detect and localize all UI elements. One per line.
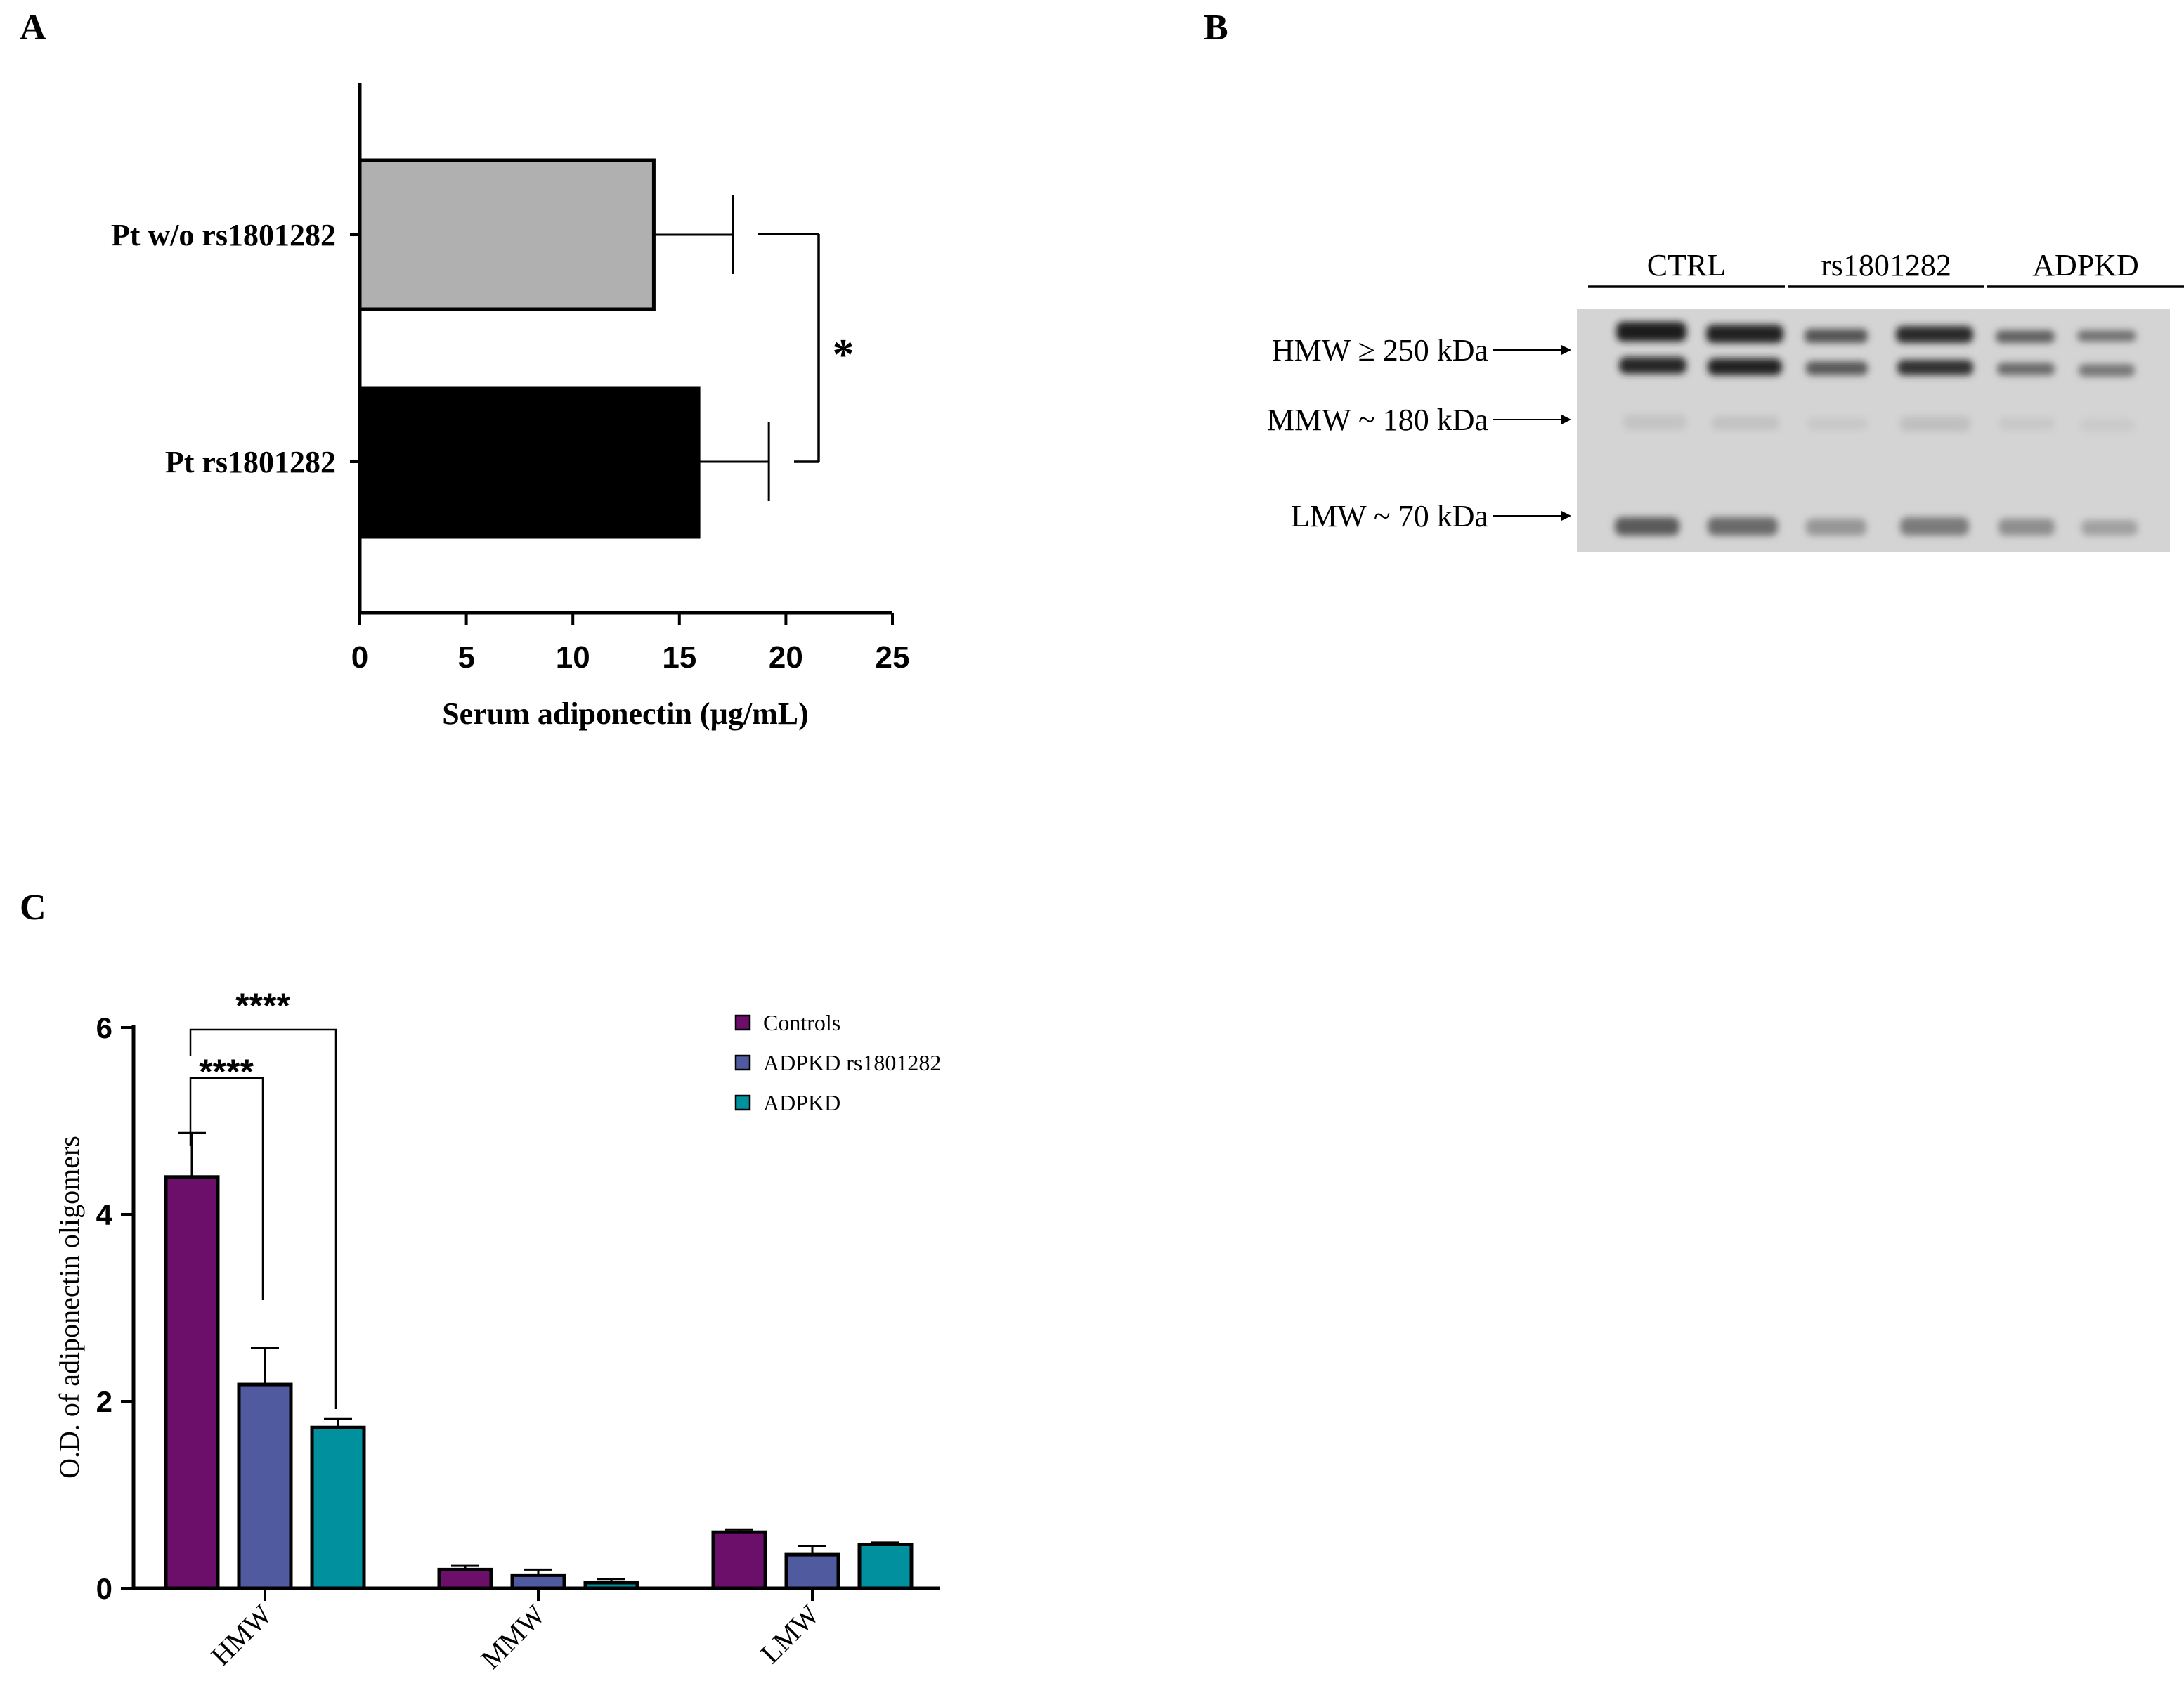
blot-band	[1623, 415, 1686, 430]
c-y-tick-label: 2	[96, 1385, 112, 1418]
blot-band	[1998, 519, 2055, 536]
c-legend-swatch	[734, 1014, 751, 1031]
a-x-tick-label: 10	[556, 640, 590, 675]
blot-bands	[1615, 322, 2138, 536]
blot-band	[2077, 330, 2136, 342]
a-x-tick-label: 25	[876, 640, 910, 675]
a-bar	[358, 158, 656, 311]
a-bar	[358, 386, 701, 539]
blot-band	[1996, 330, 2055, 343]
blot-band	[1805, 329, 1868, 343]
a-category-label: Pt rs1801282	[165, 445, 336, 479]
blot-band	[1616, 322, 1686, 342]
blot-band-label: HMW ≥ 250 kDa	[1272, 333, 1488, 368]
c-bar	[510, 1573, 566, 1590]
a-x-tick-label: 5	[457, 640, 474, 675]
blot-band	[1708, 358, 1782, 375]
a-x-tick-label: 0	[351, 640, 368, 675]
c-y-axis-label: O.D. of adiponectin oligomers	[53, 1136, 85, 1479]
blot-band	[1900, 517, 1969, 536]
c-bar	[711, 1530, 767, 1590]
a-x-tick-label: 20	[769, 640, 803, 675]
c-y-tick-label: 6	[96, 1011, 112, 1044]
blot-arrows	[1493, 345, 1571, 521]
blot-band	[1615, 517, 1679, 536]
blot-band	[2081, 520, 2138, 536]
blot-band	[1706, 325, 1783, 343]
blot-band-label: LMW ~ 70 kDa	[1291, 499, 1488, 533]
c-bar	[237, 1382, 293, 1590]
a-significance-star: *	[833, 331, 854, 379]
c-bar	[164, 1175, 220, 1590]
blot-band-labels: HMW ≥ 250 kDa MMW ~ 180 kDa LMW ~ 70 kDa	[1267, 333, 1488, 533]
blot-band	[1806, 519, 1866, 536]
c-legend: Controls ADPKD rs1801282 ADPKD	[734, 1010, 941, 1115]
c-bar	[437, 1567, 493, 1590]
c-significance-brackets	[189, 1028, 337, 1409]
c-bar	[784, 1552, 840, 1590]
c-x-tick-label: HMW	[204, 1598, 278, 1671]
blot-lane-label: ADPKD	[2032, 248, 2139, 283]
blot-band	[1897, 360, 1973, 375]
blot-band	[1807, 417, 1868, 430]
blot-b: CTRL rs1801282 ADPKD HMW	[1267, 248, 2184, 552]
blot-band-label: MMW ~ 180 kDa	[1267, 403, 1488, 437]
blot-lane-label: rs1801282	[1821, 248, 1951, 283]
blot-band	[1712, 416, 1779, 430]
panel-label-c: C	[20, 888, 46, 928]
a-x-axis-label: Serum adiponectin (µg/mL)	[442, 696, 809, 731]
blot-lane-labels: CTRL rs1801282 ADPKD	[1647, 248, 2139, 283]
blot-band	[1619, 357, 1686, 374]
blot-membrane	[1577, 309, 2170, 552]
c-legend-swatch	[734, 1054, 751, 1071]
blot-band	[1708, 517, 1778, 536]
blot-band	[2080, 419, 2135, 432]
blot-band	[2079, 364, 2135, 377]
a-x-tick-label: 15	[662, 640, 696, 675]
blot-band	[1997, 363, 2055, 375]
blot-band	[1896, 326, 1973, 343]
c-x-tick-label: MMW	[475, 1598, 552, 1675]
c-legend-label: ADPKD	[763, 1090, 840, 1115]
blot-band	[1806, 361, 1868, 375]
c-bar	[857, 1542, 914, 1590]
c-x-tick-label: LMW	[754, 1598, 825, 1669]
blot-lane-label: CTRL	[1647, 248, 1726, 283]
c-significance-label: ****	[199, 1052, 254, 1091]
blot-band	[1900, 416, 1970, 432]
c-legend-swatch	[734, 1094, 751, 1111]
a-significance-bracket	[758, 233, 820, 463]
c-y-tick-label: 4	[96, 1198, 113, 1231]
c-significance-label: ****	[235, 986, 290, 1025]
c-legend-label: ADPKD rs1801282	[763, 1050, 941, 1075]
c-bar	[310, 1425, 366, 1590]
panel-label-b: B	[1204, 8, 1228, 48]
panel-label-a: A	[20, 8, 46, 48]
c-y-tick-label: 0	[96, 1572, 112, 1605]
blot-band	[1998, 417, 2055, 430]
a-category-label: Pt w/o rs1801282	[111, 218, 336, 252]
chart-c: 0 2 4 6 HMW MMW LMW O.D. of adiponectin oligo…	[53, 986, 941, 1675]
c-legend-label: Controls	[763, 1010, 840, 1035]
